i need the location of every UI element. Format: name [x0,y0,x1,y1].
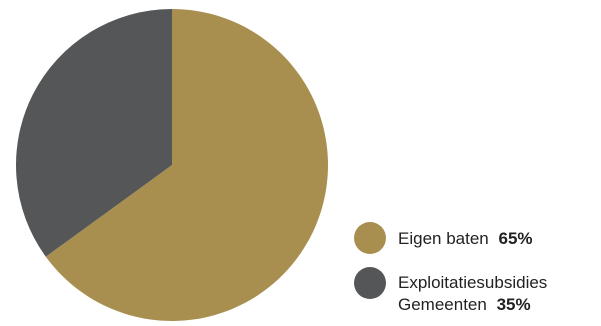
pie-slice-exploitatiesubsidies-gemeenten [16,9,172,257]
legend-label-exploitatiesubsidies-line2: Gemeenten 35% [398,295,531,314]
legend-item-eigen-baten: Eigen baten 65% [354,222,533,254]
legend-label-exploitatiesubsidies-line1: Exploitatiesubsidies [398,273,547,292]
legend-swatch-eigen-baten [354,222,386,254]
pie-slice-eigen-baten [45,9,329,321]
legend-label-eigen-baten: Eigen baten 65% [398,229,533,248]
pie-slices [16,9,329,321]
legend-item-exploitatiesubsidies-gemeenten: Exploitatiesubsidies Gemeenten 35% [354,267,547,314]
legend-swatch-exploitatiesubsidies-gemeenten [354,267,386,299]
legend: Eigen baten 65% Exploitatiesubsidies Gem… [354,222,547,314]
